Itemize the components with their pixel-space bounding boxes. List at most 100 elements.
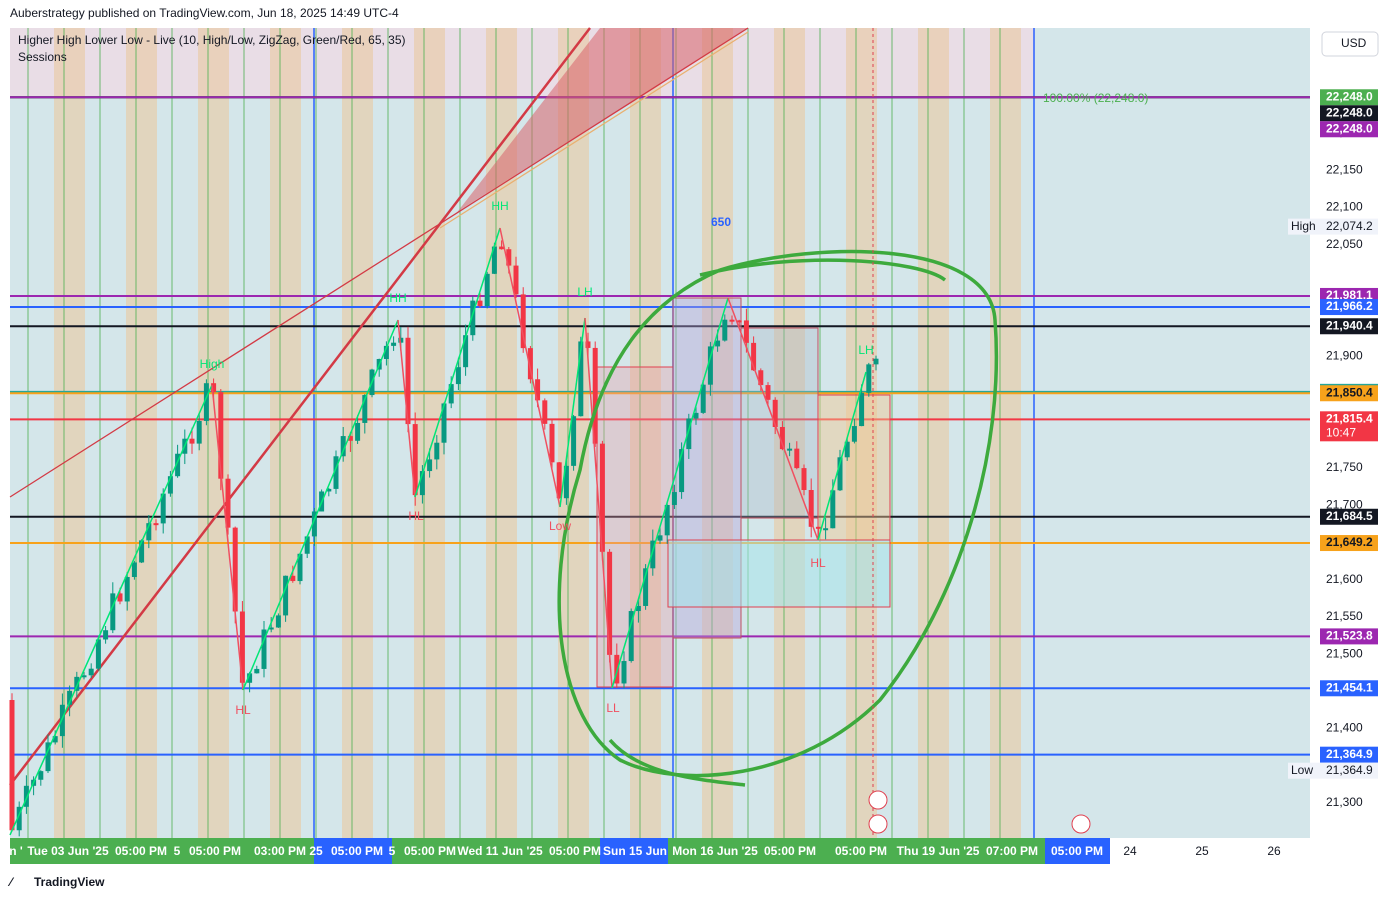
candle (362, 395, 368, 423)
candle (398, 337, 404, 343)
caption-box (1288, 762, 1320, 779)
price-badge (1320, 318, 1378, 335)
annotation: LH (858, 343, 873, 357)
price-badge-label: 21,364.9 (1326, 763, 1373, 777)
countdown: 10:47 (1326, 425, 1356, 439)
session-band (774, 28, 805, 838)
indicator-legend: Higher High Lower Low - Live (10, High/L… (18, 33, 406, 47)
publisher: Auberstrategy published on TradingView.c… (10, 6, 399, 20)
candle (563, 465, 569, 499)
candle (290, 575, 296, 582)
price-tick-label: 22,050 (1326, 237, 1363, 251)
price-badge-label: 21,940.4 (1326, 318, 1373, 332)
candle (628, 611, 634, 662)
price-badge (1320, 680, 1378, 697)
candle (470, 300, 476, 336)
candle (707, 346, 713, 385)
time-label: 05:00 PM (764, 844, 816, 858)
candle (765, 385, 771, 400)
candle (139, 540, 145, 563)
candle (686, 418, 692, 450)
time-label: 25 (1195, 844, 1209, 858)
price-tick-label: 21,750 (1326, 460, 1363, 474)
candle (815, 526, 821, 529)
candle (225, 478, 231, 528)
candle (664, 504, 670, 536)
price-badge-label: 21,981.1 (1326, 288, 1373, 302)
time-axis-range (10, 838, 1045, 864)
candle (736, 320, 742, 323)
price-badge-label: 21,966.2 (1326, 299, 1373, 313)
session-band (414, 28, 445, 838)
zigzag (817, 371, 867, 541)
candle (160, 493, 166, 524)
event-icon[interactable] (1071, 814, 1091, 834)
candle (837, 457, 843, 491)
price-badge-label: 21,850.4 (1326, 385, 1373, 399)
candle (419, 471, 425, 496)
candle (549, 423, 555, 463)
time-label: Sun 15 Jun (603, 844, 667, 858)
currency-button[interactable] (1321, 31, 1379, 57)
price-tick-label: 21,400 (1326, 721, 1363, 735)
candle (772, 399, 778, 427)
candle (189, 438, 195, 444)
range-box (817, 394, 891, 541)
price-badge (1320, 411, 1378, 442)
candle (671, 492, 677, 505)
candle (844, 441, 850, 458)
price-badge (1320, 762, 1378, 779)
candle (383, 345, 389, 359)
price-badge (1320, 299, 1378, 316)
candle (801, 468, 807, 491)
candle (650, 540, 656, 569)
candle (700, 384, 706, 413)
price-badge-label: 21,454.1 (1326, 680, 1373, 694)
candle (491, 246, 497, 274)
candle (412, 424, 418, 496)
price-badge-label: 21,649.2 (1326, 535, 1373, 549)
annotation: HL (235, 703, 251, 717)
candle (808, 490, 814, 527)
candle (268, 627, 274, 630)
session-band (918, 28, 949, 838)
candle (607, 551, 613, 655)
annotation: LL (606, 701, 620, 715)
candle (693, 412, 699, 419)
time-label: Mon 16 Jun '25 (672, 844, 758, 858)
candle (851, 426, 857, 442)
range-box (667, 539, 891, 608)
candle (434, 442, 440, 460)
candle (441, 403, 447, 443)
time-label: Thu 19 Jun '25 (897, 844, 980, 858)
caption-box (1288, 218, 1320, 235)
time-label: 05:00 PM (115, 844, 167, 858)
zigzag (397, 319, 416, 498)
candle (535, 379, 541, 401)
candle (326, 488, 332, 492)
price-badge-label: 21,523.8 (1326, 629, 1373, 643)
event-icon[interactable] (868, 790, 888, 810)
price-tick-label: 21,900 (1326, 349, 1363, 363)
candle (427, 459, 433, 472)
candle (67, 690, 73, 705)
event-icon[interactable] (868, 814, 888, 834)
trend-line (9, 27, 749, 498)
time-label: 05:00 PM (835, 844, 887, 858)
price-badge (1320, 746, 1378, 763)
candle (275, 615, 281, 628)
session-band (54, 28, 85, 838)
candle (571, 416, 577, 466)
annotation: High (200, 357, 225, 371)
price-tick-label: 21,500 (1326, 646, 1363, 660)
candle (110, 593, 116, 631)
candle (391, 342, 397, 346)
trend-line (439, 31, 749, 229)
price-tick-label: 21,700 (1326, 497, 1363, 511)
candle (124, 576, 130, 602)
candle (211, 383, 217, 393)
price-badge-label: 21,364.9 (1326, 747, 1373, 761)
price-tick-label: 21,600 (1326, 572, 1363, 586)
time-label: 05:00 PM (189, 844, 241, 858)
